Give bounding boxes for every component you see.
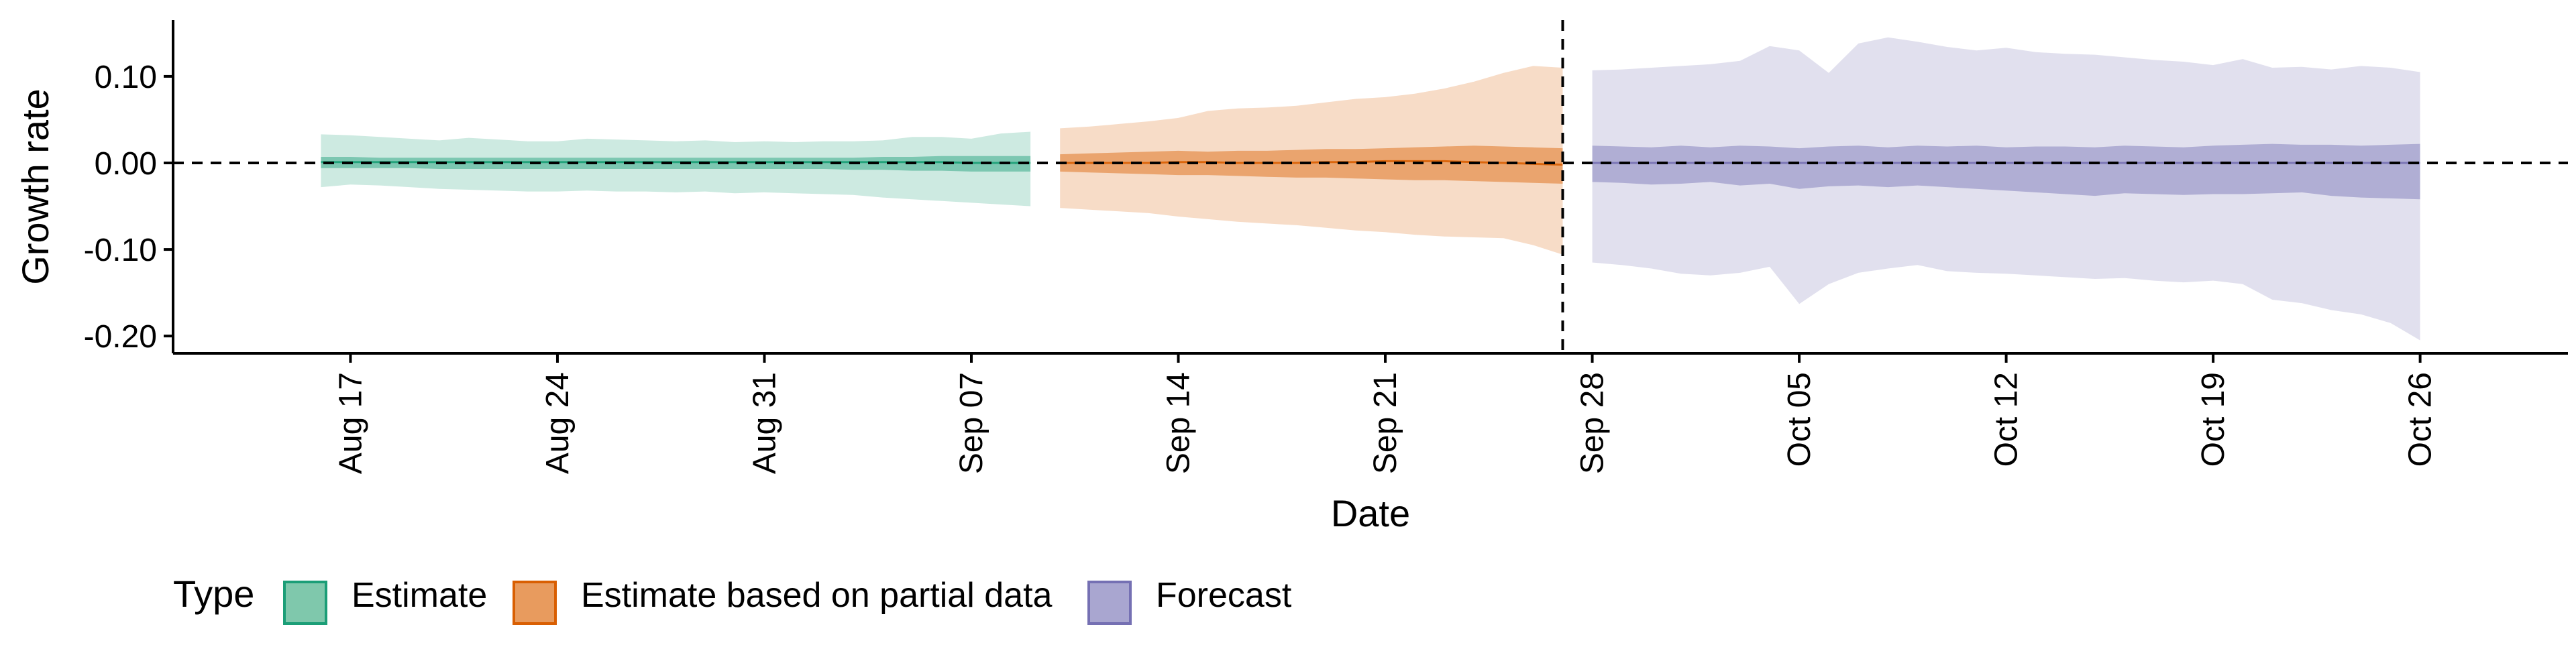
y-tick-label: 0.10	[95, 60, 157, 95]
reference-lines	[173, 20, 2568, 353]
x-axis-title: Date	[1331, 492, 1410, 534]
x-tick-label: Sep 21	[1368, 372, 1403, 474]
y-axis-title: Growth rate	[14, 89, 56, 285]
x-tick-label: Oct 19	[2196, 372, 2231, 467]
x-tick-label: Aug 17	[333, 372, 368, 474]
y-tick-label: -0.20	[84, 319, 157, 355]
y-tick-label: 0.00	[95, 146, 157, 182]
inner-band-forecast	[1592, 143, 2420, 200]
outer-band-estimate	[321, 131, 1031, 207]
legend-label-estimate: Estimate	[352, 576, 487, 615]
legend-key-estimate-based-on-partial-data	[513, 581, 557, 625]
legend-label-estimate-based-on-partial-data: Estimate based on partial data	[581, 576, 1053, 615]
x-tick-label: Sep 14	[1161, 372, 1197, 474]
legend-key-estimate	[283, 581, 327, 625]
band-layer	[321, 37, 2420, 341]
x-tick-label: Oct 12	[1989, 372, 2025, 467]
series-forecast	[1592, 37, 2420, 341]
legend-title: Type	[173, 573, 254, 615]
axes: 0.10 0.00 -0.10 -0.20 Aug 17 Aug 24 Aug 31 Sep …	[14, 20, 2568, 534]
inner-band-estimate-based-on-partial-data	[1060, 145, 1563, 184]
y-tick-label: -0.10	[84, 233, 157, 268]
x-tick-label: Aug 24	[540, 372, 576, 474]
x-tick-label: Oct 05	[1782, 372, 1817, 467]
outer-band-estimate-based-on-partial-data	[1060, 66, 1563, 255]
legend: Type Estimate Estimate based on partial da…	[173, 573, 1292, 625]
x-tick-label: Sep 07	[954, 372, 989, 474]
legend-key-forecast	[1087, 581, 1132, 625]
series-estimate	[321, 131, 1031, 207]
legend-label-forecast: Forecast	[1156, 576, 1292, 615]
x-tick-label: Sep 28	[1575, 372, 1611, 474]
outer-band-forecast	[1592, 37, 2420, 341]
x-tick-label: Aug 31	[747, 372, 782, 474]
inner-band-estimate	[321, 156, 1031, 172]
x-tick-label: Oct 26	[2403, 372, 2438, 467]
series-estimate-based-on-partial-data	[1060, 66, 1563, 255]
